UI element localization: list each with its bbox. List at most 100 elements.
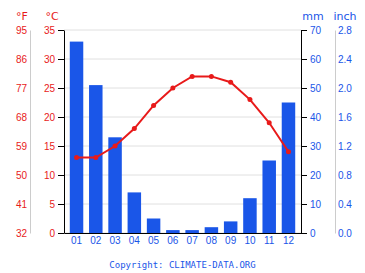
tick: 0.0 xyxy=(335,228,352,239)
tick: 2.4 xyxy=(335,54,352,65)
bar xyxy=(128,192,141,233)
grid xyxy=(64,30,301,233)
tick: 70 xyxy=(301,25,322,36)
tick: 25 xyxy=(44,83,64,94)
tick: 35 xyxy=(44,25,64,36)
point xyxy=(170,86,175,91)
tick-mark xyxy=(58,59,64,60)
tick-mark xyxy=(301,146,307,147)
tick-label: 0.8 xyxy=(338,170,352,181)
tick: 5 xyxy=(49,199,64,210)
tick-label: 07 xyxy=(187,235,199,246)
tick-label: 25 xyxy=(44,83,56,94)
tick-label: 0 xyxy=(49,228,55,239)
tick-label: 08 xyxy=(206,235,218,246)
point xyxy=(132,126,137,131)
tick-mark xyxy=(58,30,64,31)
tick: 06 xyxy=(167,233,179,246)
bar xyxy=(108,137,121,233)
tick-mark xyxy=(301,59,307,60)
tick-mark xyxy=(301,233,307,234)
y2-axis: 010203040506070 xyxy=(301,25,322,239)
tick-label: 01 xyxy=(71,235,83,246)
tick: 04 xyxy=(129,233,141,246)
axis-title: °F xyxy=(16,10,28,23)
tick-label: 2.4 xyxy=(338,54,352,65)
tick-label: 50 xyxy=(16,170,28,181)
tick-label: 30 xyxy=(44,54,56,65)
tick: 59 xyxy=(16,141,30,152)
tick-label: 09 xyxy=(225,235,237,246)
axis-line xyxy=(335,31,336,234)
point xyxy=(190,74,195,79)
tick: 12 xyxy=(283,233,295,246)
tick: 20 xyxy=(44,112,64,123)
bar xyxy=(224,221,237,233)
tick-label: 0 xyxy=(310,228,316,239)
tick-label: 06 xyxy=(167,235,179,246)
tick: 05 xyxy=(148,233,160,246)
tick-label: 50 xyxy=(310,83,322,94)
tick-label: 11 xyxy=(264,235,275,246)
tick-mark xyxy=(58,146,64,147)
tick: 50 xyxy=(301,83,322,94)
tick: 2.8 xyxy=(335,25,352,36)
line xyxy=(77,76,289,157)
tick-mark xyxy=(58,88,64,89)
bar xyxy=(147,219,160,234)
annotation: Copyright: CLIMATE-DATA.ORG xyxy=(109,260,255,270)
tick: 08 xyxy=(206,233,218,246)
tick: 0.4 xyxy=(335,199,352,210)
tick: 30 xyxy=(301,141,322,152)
point xyxy=(151,103,156,108)
y-axis: 05101520253035 xyxy=(44,25,65,239)
point xyxy=(267,120,272,125)
point xyxy=(93,155,98,160)
tick: 07 xyxy=(187,233,199,246)
axis-line xyxy=(30,31,31,234)
tick: 41 xyxy=(16,199,30,210)
tick-mark xyxy=(301,88,307,89)
tick: 20 xyxy=(301,170,322,181)
tick: 03 xyxy=(109,233,121,246)
tick-label: 2.0 xyxy=(338,83,352,94)
tick-label: 68 xyxy=(16,112,28,123)
tick: 95 xyxy=(16,25,30,36)
tick-mark xyxy=(301,30,307,31)
tick-label: 30 xyxy=(310,141,322,152)
point xyxy=(247,97,252,102)
tick-label: 1.2 xyxy=(338,141,352,152)
tick-mark xyxy=(58,204,64,205)
tick-label: 2.8 xyxy=(338,25,352,36)
tick: 2.0 xyxy=(335,83,352,94)
tick: 77 xyxy=(16,83,30,94)
tick-mark xyxy=(301,117,307,118)
axis-title: °C xyxy=(45,10,59,23)
chart: 0102030405060708091011120510152025303501… xyxy=(0,0,365,273)
point xyxy=(228,80,233,85)
tick-label: 32 xyxy=(16,228,28,239)
tick: 40 xyxy=(301,112,322,123)
point xyxy=(209,74,214,79)
bar xyxy=(89,85,102,233)
tick-label: 04 xyxy=(129,235,141,246)
point xyxy=(286,149,291,154)
point xyxy=(113,144,118,149)
tick-label: 95 xyxy=(16,25,28,36)
bar xyxy=(243,198,256,233)
bar xyxy=(282,103,295,234)
tick: 0 xyxy=(49,228,64,239)
tick-mark xyxy=(301,204,307,205)
tick-label: 20 xyxy=(44,112,56,123)
grid-line xyxy=(64,30,301,31)
y4-axis: 0.0 0.4 0.8 1.2 1.6 2.0 2.4 2.8 xyxy=(335,25,352,239)
tick-label: 1.6 xyxy=(338,112,352,123)
tick-label: 03 xyxy=(109,235,121,246)
tick-mark xyxy=(58,117,64,118)
tick-label: 60 xyxy=(310,54,322,65)
tick-label: 0.0 xyxy=(338,228,352,239)
tick-mark xyxy=(58,233,64,234)
tick: 09 xyxy=(225,233,237,246)
line-series xyxy=(74,74,291,160)
tick-label: 40 xyxy=(310,112,322,123)
